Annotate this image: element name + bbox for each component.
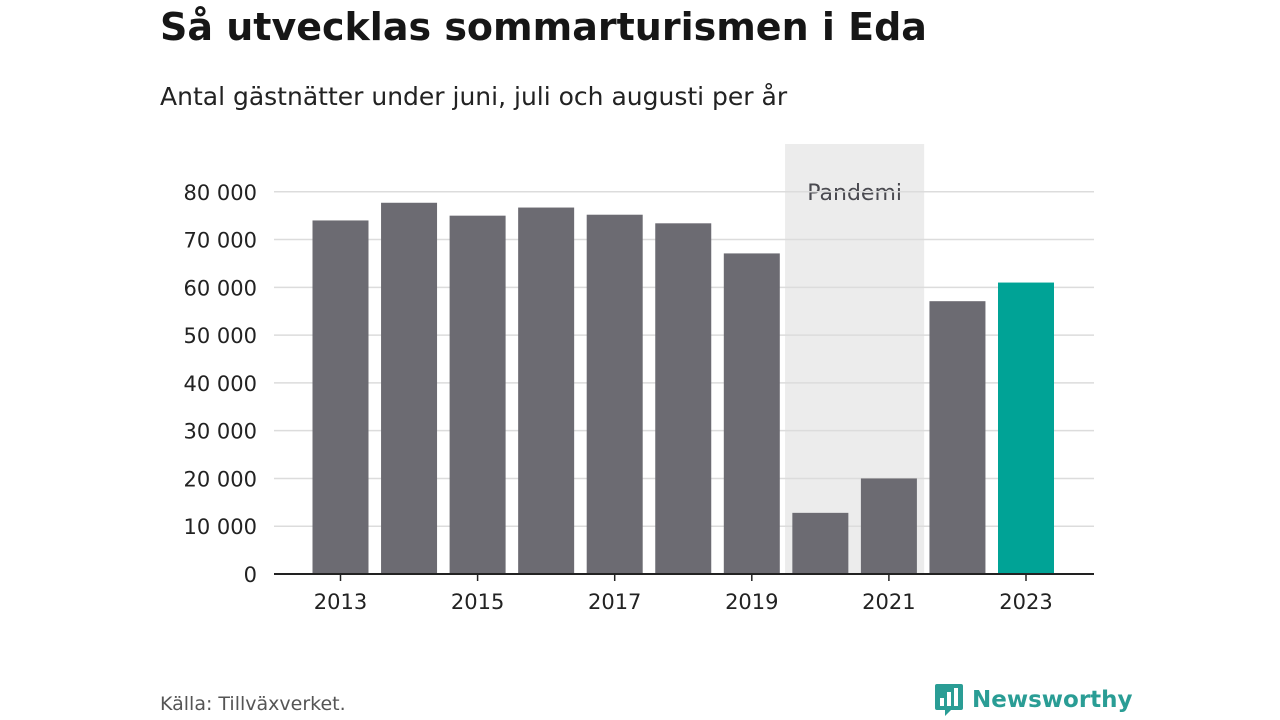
- brand-logo: Newsworthy: [934, 682, 1133, 718]
- bar-2023: [998, 282, 1054, 574]
- bar-2020: [792, 512, 849, 574]
- y-tick-label: 20 000: [184, 467, 257, 491]
- x-tick-label: 2013: [314, 590, 367, 614]
- chart-title: Så utvecklas sommarturismen i Eda: [160, 5, 927, 49]
- y-tick-label: 50 000: [184, 324, 257, 348]
- bar-2018: [655, 223, 712, 575]
- bar-2016: [518, 207, 575, 575]
- chart-subtitle: Antal gästnätter under juni, juli och au…: [160, 82, 788, 111]
- y-tick-label: 10 000: [184, 515, 257, 539]
- bar-2017: [586, 214, 643, 574]
- bar-2014: [381, 202, 438, 574]
- y-tick-label: 60 000: [184, 276, 257, 300]
- brand-name: Newsworthy: [972, 687, 1133, 713]
- y-tick-label: 70 000: [184, 229, 257, 253]
- x-tick-label: 2015: [451, 590, 504, 614]
- y-tick-label: 80 000: [184, 181, 257, 205]
- y-tick-label: 30 000: [184, 420, 257, 444]
- bar-2022: [929, 301, 986, 574]
- bar-2019: [723, 253, 780, 574]
- y-tick-label: 40 000: [184, 372, 257, 396]
- y-tick-label: 0: [244, 563, 257, 587]
- x-tick-label: 2021: [862, 590, 915, 614]
- pandemic-label: Pandemi: [807, 181, 902, 206]
- x-tick-label: 2023: [999, 590, 1052, 614]
- bar-chart: Pandemi 0 10 000 20 000 30 000 40 000 50 000 60…: [184, 144, 1094, 614]
- bar-2013: [312, 220, 369, 574]
- bar-chart-speech-bubble-icon: [935, 684, 963, 716]
- bar-2021: [860, 478, 917, 574]
- x-tick-label: 2017: [588, 590, 641, 614]
- bar-2015: [449, 215, 506, 574]
- x-tick-label: 2019: [725, 590, 778, 614]
- source-note: Källa: Tillväxverket.: [160, 693, 346, 715]
